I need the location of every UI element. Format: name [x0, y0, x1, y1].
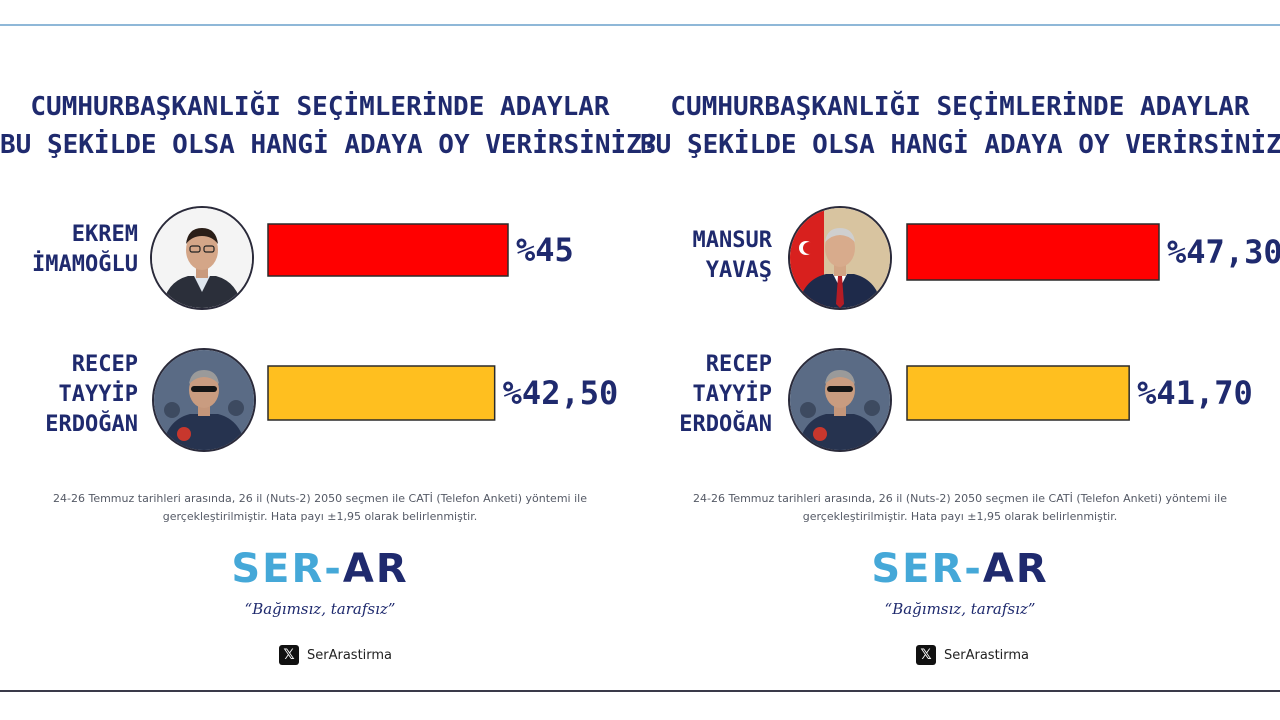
x-logo-icon: 𝕏: [279, 645, 299, 665]
x-logo-icon: 𝕏: [916, 645, 936, 665]
candidate-name-2: RECEP TAYYİP ERDOĞAN: [679, 352, 772, 437]
bar-2: [267, 365, 496, 421]
candidate-photo-imamoglu: [150, 206, 254, 310]
bar-chart: %45 %42,50: [267, 223, 619, 421]
social-handle[interactable]: 𝕏 SerArastirma: [279, 644, 392, 666]
value-label-2: %42,50: [503, 374, 619, 412]
social-handle[interactable]: 𝕏 SerArastirma: [916, 644, 1029, 666]
poll-panel-yavas: CUMHURBAŞKANLIĞI SEÇİMLERİNDE ADAYLAR BU…: [640, 28, 1280, 688]
candidate-name-2: RECEP TAYYİP ERDOĞAN: [45, 352, 138, 437]
handle-text: SerArastirma: [944, 647, 1030, 663]
value-label-2: %41,70: [1137, 374, 1253, 412]
candidate-photo-erdogan: [788, 348, 892, 452]
methodology-note: 24-26 Temmuz tarihleri arasında, 26 il (…: [53, 492, 587, 523]
title-line-2: BU ŞEKİLDE OLSA HANGİ ADAYA OY VERİRSİNİ…: [640, 130, 1280, 160]
chart-title: CUMHURBAŞKANLIĞI SEÇİMLERİNDE ADAYLAR BU…: [640, 88, 1280, 164]
value-label-1: %47,30: [1167, 233, 1280, 271]
bottom-divider: [0, 690, 1280, 692]
ser-ar-logo: SER-AR: [231, 546, 409, 592]
bar-chart: %47,30 %41,70: [906, 223, 1280, 421]
bar-1: [267, 223, 509, 277]
candidate-name-1: EKREM İMAMOĞLU: [32, 222, 138, 277]
chart-title: CUMHURBAŞKANLIĞI SEÇİMLERİNDE ADAYLAR BU…: [0, 88, 658, 164]
ser-ar-logo: SER-AR: [871, 546, 1049, 592]
slogan: “Bağımsız, tarafsız”: [884, 600, 1036, 618]
top-divider: [0, 24, 1280, 26]
title-line-1: CUMHURBAŞKANLIĞI SEÇİMLERİNDE ADAYLAR: [30, 92, 610, 122]
title-line-1: CUMHURBAŞKANLIĞI SEÇİMLERİNDE ADAYLAR: [670, 92, 1250, 122]
slogan: “Bağımsız, tarafsız”: [244, 600, 396, 618]
handle-text: SerArastirma: [307, 647, 393, 663]
methodology-note: 24-26 Temmuz tarihleri arasında, 26 il (…: [693, 492, 1227, 523]
title-line-2: BU ŞEKİLDE OLSA HANGİ ADAYA OY VERİRSİNİ…: [0, 130, 658, 160]
candidate-photo-erdogan: [152, 348, 256, 452]
value-label-1: %45: [516, 231, 574, 269]
candidate-name-1: MANSUR YAVAŞ: [692, 228, 772, 283]
bar-2: [906, 365, 1130, 421]
poll-panel-imamoglu: CUMHURBAŞKANLIĞI SEÇİMLERİNDE ADAYLAR BU…: [0, 28, 658, 688]
candidate-photo-yavas: [788, 206, 892, 310]
bar-1: [906, 223, 1160, 281]
